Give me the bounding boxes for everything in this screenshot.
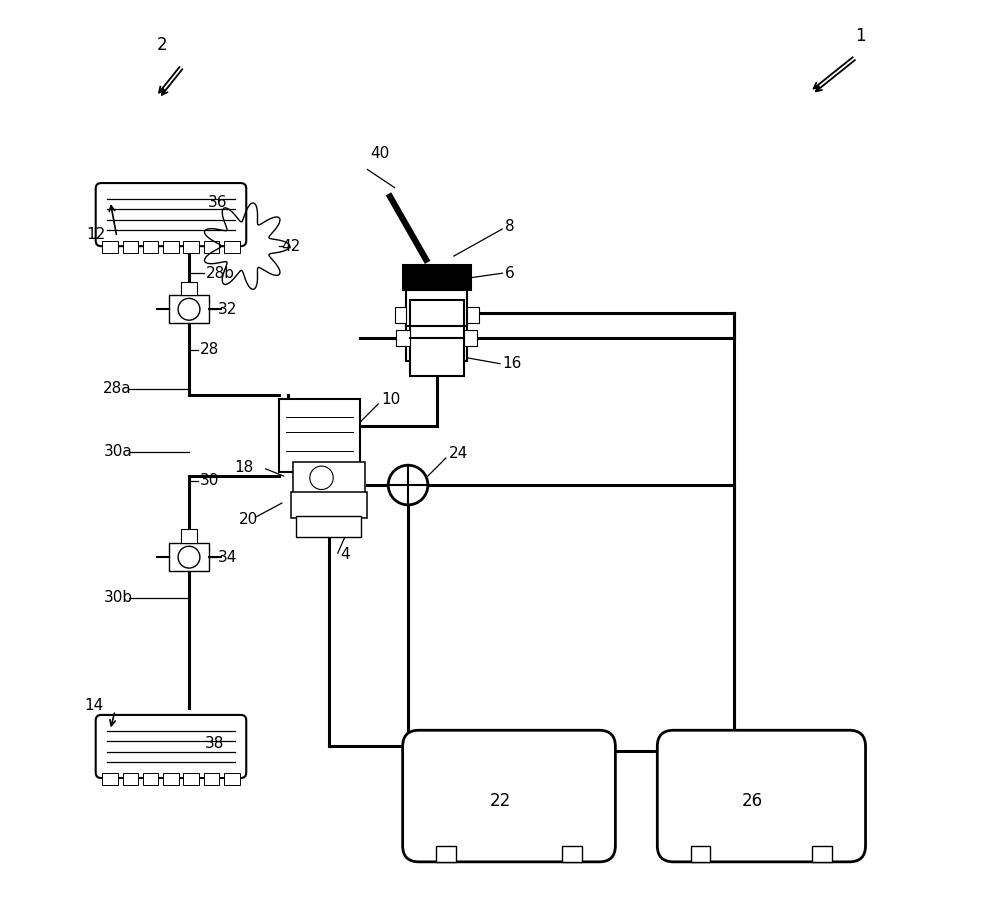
Bar xyxy=(467,307,479,323)
Bar xyxy=(403,265,471,290)
Bar xyxy=(123,240,138,253)
Bar xyxy=(293,462,365,494)
Bar xyxy=(562,845,582,862)
Text: 28a: 28a xyxy=(103,381,132,396)
Text: 30a: 30a xyxy=(103,444,132,459)
Text: 24: 24 xyxy=(449,446,468,461)
Text: 20: 20 xyxy=(239,512,258,527)
Bar xyxy=(691,845,710,862)
Text: 18: 18 xyxy=(234,460,253,474)
Bar xyxy=(183,240,199,253)
Bar xyxy=(204,773,219,785)
Text: 26: 26 xyxy=(742,792,763,810)
Text: 34: 34 xyxy=(218,550,237,565)
Text: 28: 28 xyxy=(200,342,219,357)
Bar xyxy=(181,530,197,543)
Text: 6: 6 xyxy=(505,266,515,280)
Text: 4: 4 xyxy=(340,548,350,562)
Text: 38: 38 xyxy=(205,736,225,751)
Bar xyxy=(181,281,197,296)
Bar xyxy=(102,773,118,785)
Text: 30: 30 xyxy=(200,473,219,488)
Bar xyxy=(812,845,832,862)
Bar xyxy=(464,330,477,346)
Bar xyxy=(163,773,179,785)
Bar xyxy=(183,773,199,785)
Text: 14: 14 xyxy=(84,698,103,714)
Text: 10: 10 xyxy=(381,392,400,407)
Text: 16: 16 xyxy=(503,356,522,371)
Text: 12: 12 xyxy=(86,227,105,242)
FancyBboxPatch shape xyxy=(96,183,246,246)
Text: 2: 2 xyxy=(157,36,167,54)
Text: 1: 1 xyxy=(855,27,866,45)
Text: 22: 22 xyxy=(489,792,511,810)
Circle shape xyxy=(388,465,428,505)
Text: 30b: 30b xyxy=(103,590,132,605)
Bar xyxy=(436,845,456,862)
Bar xyxy=(224,240,240,253)
Bar xyxy=(102,240,118,253)
Bar xyxy=(396,330,410,346)
Bar xyxy=(395,307,406,323)
Bar xyxy=(291,493,367,518)
Bar xyxy=(123,773,138,785)
Bar xyxy=(224,773,240,785)
Bar xyxy=(279,399,360,472)
Bar xyxy=(406,290,467,361)
Text: 40: 40 xyxy=(370,146,389,161)
Bar xyxy=(163,240,179,253)
FancyBboxPatch shape xyxy=(403,730,615,862)
Bar xyxy=(143,773,158,785)
Bar xyxy=(410,300,464,376)
Bar xyxy=(169,543,209,571)
FancyBboxPatch shape xyxy=(96,715,246,778)
Bar xyxy=(143,240,158,253)
Text: 28b: 28b xyxy=(206,266,235,280)
Text: 32: 32 xyxy=(218,302,237,317)
FancyBboxPatch shape xyxy=(657,730,866,862)
Bar xyxy=(169,296,209,323)
Bar xyxy=(296,516,361,537)
Text: 36: 36 xyxy=(208,195,227,210)
Text: 42: 42 xyxy=(281,239,300,254)
Text: 8: 8 xyxy=(505,219,515,234)
Bar xyxy=(204,240,219,253)
